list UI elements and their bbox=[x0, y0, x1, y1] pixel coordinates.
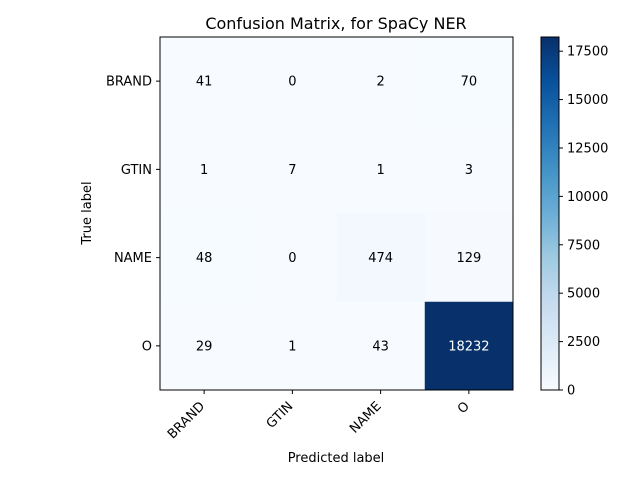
cell-value-label: 29 bbox=[196, 339, 213, 354]
heatmap-cell bbox=[248, 301, 337, 391]
cell-value-label: 48 bbox=[196, 251, 213, 266]
y-tick-label: GTIN bbox=[121, 163, 152, 178]
heatmap-cell bbox=[160, 213, 249, 303]
y-tick-label: O bbox=[142, 339, 152, 354]
colorbar-tick-label: 15000 bbox=[567, 93, 608, 108]
cell-value-label: 0 bbox=[288, 75, 296, 90]
colorbar-tick-label: 0 bbox=[567, 384, 575, 399]
colorbar-tick-label: 7500 bbox=[567, 238, 600, 253]
colorbar-tick-label: 5000 bbox=[567, 287, 600, 302]
y-tick-label: BRAND bbox=[106, 75, 152, 90]
x-tick-label: NAME bbox=[347, 399, 385, 437]
heatmap-cell bbox=[424, 125, 514, 214]
heatmap-cell bbox=[160, 37, 249, 126]
cell-value-label: 3 bbox=[465, 163, 473, 178]
cell-value-label: 70 bbox=[461, 75, 478, 90]
heatmap-cell bbox=[424, 301, 514, 391]
y-axis-ticks: BRAND GTIN NAME O bbox=[106, 75, 160, 354]
heatmap-cell bbox=[336, 37, 426, 126]
cell-value-label: 7 bbox=[288, 163, 296, 178]
x-tick-label: BRAND bbox=[165, 399, 208, 442]
cell-value-label: 0 bbox=[288, 251, 296, 266]
plot-frame bbox=[159, 36, 514, 391]
cell-value-label: 1 bbox=[288, 339, 296, 354]
colorbar bbox=[540, 36, 560, 391]
colorbar-ticks: 0 2500 5000 7500 10000 12500 15000 17500 bbox=[559, 45, 608, 399]
x-tick-label: GTIN bbox=[264, 399, 297, 432]
y-axis-label: True label bbox=[80, 181, 95, 245]
chart-title: Confusion Matrix, for SpaCy NER bbox=[205, 14, 466, 33]
cell-value-label: 129 bbox=[456, 251, 481, 266]
heatmap-cell bbox=[248, 213, 337, 303]
colorbar-tick-label: 10000 bbox=[567, 190, 608, 205]
x-axis-label: Predicted label bbox=[288, 451, 385, 466]
cell-value-label: 2 bbox=[376, 75, 384, 90]
colorbar-tick-label: 2500 bbox=[567, 335, 600, 350]
cell-value-label: 1 bbox=[376, 163, 384, 178]
y-tick-label: NAME bbox=[114, 251, 152, 266]
heatmap-cell bbox=[248, 125, 337, 214]
cell-value-label: 43 bbox=[372, 339, 389, 354]
x-axis-ticks: BRAND GTIN NAME O bbox=[165, 390, 473, 442]
colorbar-tick-label: 17500 bbox=[567, 45, 608, 60]
heatmap-cell bbox=[160, 125, 249, 214]
heatmap-cell bbox=[248, 37, 337, 126]
cell-value-label: 474 bbox=[368, 251, 393, 266]
heatmap-cell bbox=[160, 301, 249, 391]
cell-value-label: 1 bbox=[200, 163, 208, 178]
heatmap-cell bbox=[336, 213, 426, 303]
heatmap-cell bbox=[336, 301, 426, 391]
cell-value-label: 18232 bbox=[448, 339, 489, 354]
heatmap-cell bbox=[336, 125, 426, 214]
heatmap-cell bbox=[424, 213, 514, 303]
cell-value-label: 41 bbox=[196, 75, 213, 90]
heatmap-cell bbox=[424, 37, 514, 126]
colorbar-tick-label: 12500 bbox=[567, 141, 608, 156]
heatmap-cells bbox=[160, 37, 514, 391]
x-tick-label: O bbox=[455, 399, 473, 417]
